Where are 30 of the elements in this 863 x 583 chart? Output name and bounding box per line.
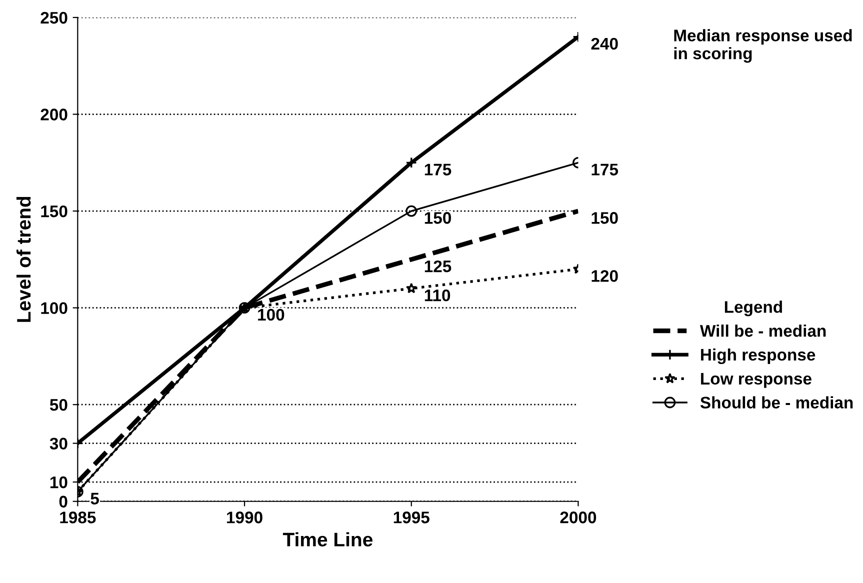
data-label: 110 [424, 289, 450, 302]
data-label: 175 [424, 164, 452, 176]
legend-label: High response [701, 348, 816, 364]
y-tick-label: 200 [40, 108, 68, 120]
legend-title: Legend [724, 300, 782, 316]
data-label: 175 [592, 164, 618, 176]
data-label: 120 [592, 270, 618, 282]
y-tick-label: 10 [50, 476, 68, 488]
data-label: 150 [592, 212, 618, 224]
x-tick-label: 1990 [227, 512, 262, 524]
data-label: 5 [90, 492, 99, 505]
legend-label: Will be - median [700, 324, 826, 337]
data-label: 150 [424, 212, 451, 224]
y-tick-label: 100 [41, 302, 68, 314]
legend-label: Should be - median [700, 396, 853, 408]
y-axis-title: Level of trend [16, 196, 31, 322]
y-tick-label: 150 [41, 205, 68, 218]
text: Median response used in scoring [674, 29, 852, 63]
x-axis-title: Time Line [282, 532, 372, 546]
x-tick-label: 1995 [394, 512, 430, 524]
data-label: 100 [258, 308, 284, 321]
y-tick-label: 0 [59, 496, 68, 508]
x-tick-label: 2000 [560, 512, 596, 524]
y-tick-label: 250 [40, 12, 68, 24]
legend-label: Low response [701, 373, 812, 388]
y-tick-label: 30 [50, 438, 68, 450]
y-tick-label: 50 [50, 399, 68, 411]
data-label: 125 [424, 260, 452, 272]
x-tick-label: 1985 [60, 512, 96, 524]
data-label: 240 [591, 38, 618, 50]
